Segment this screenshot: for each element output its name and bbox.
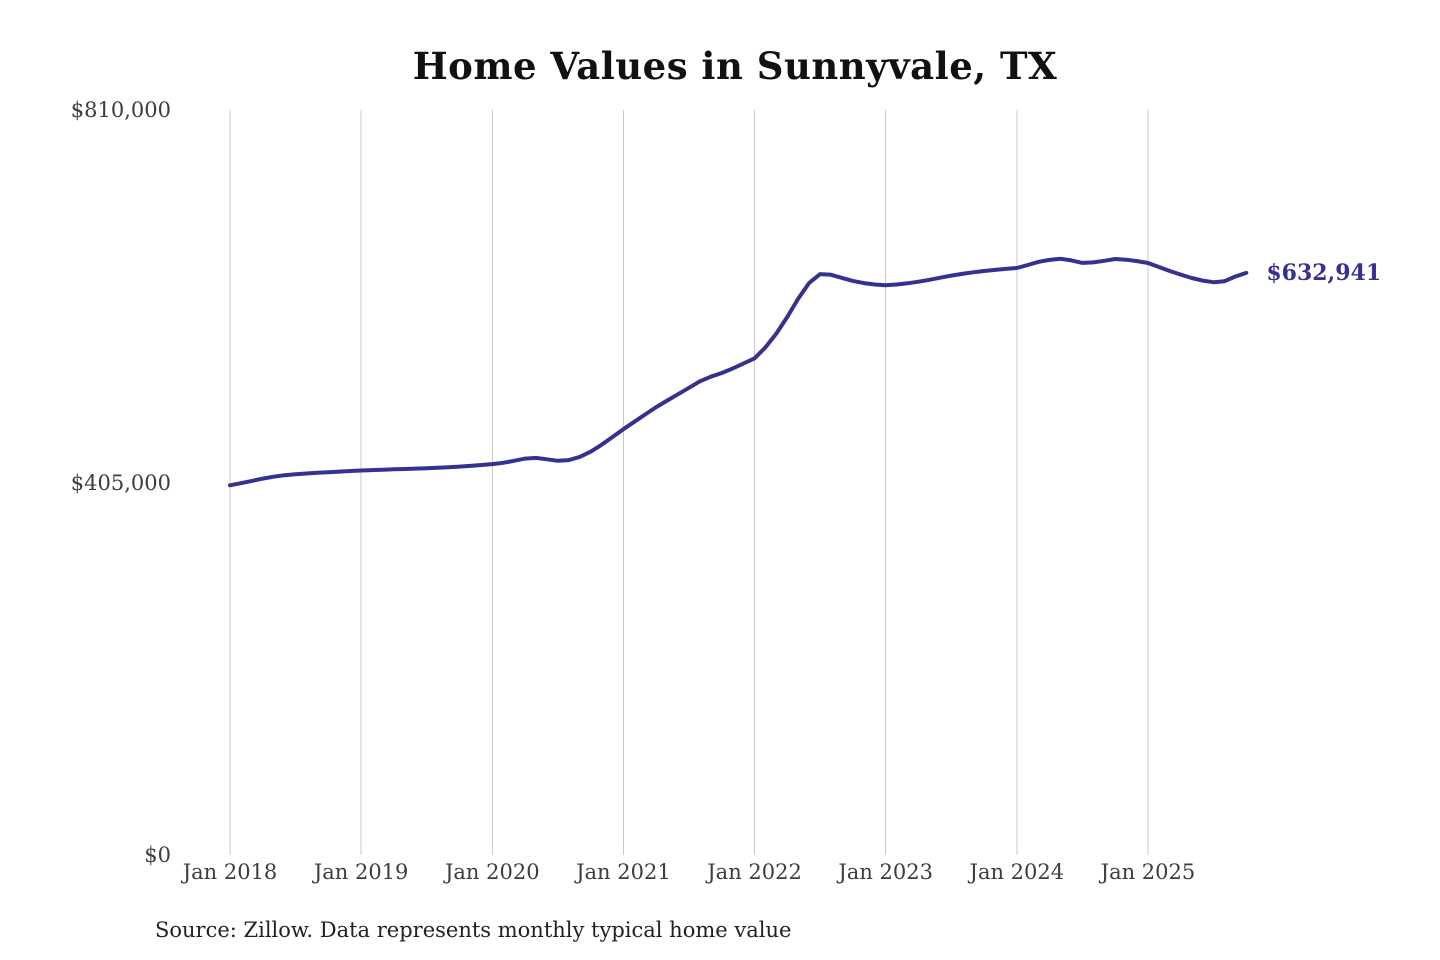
home-value-line: [228, 256, 1249, 488]
y-tick-810000: $810,000: [70, 98, 171, 122]
y-tick-405000: $405,000: [70, 470, 171, 495]
y-tick-0: $0: [144, 843, 171, 867]
x-tick-jan-2024: Jan 2024: [969, 860, 1065, 884]
year-gridlines: [229, 110, 1149, 855]
x-tick-jan-2020: Jan 2020: [444, 860, 540, 884]
x-tick-jan-2022: Jan 2022: [707, 860, 802, 884]
chart-title: Home Values in Sunnyvale, TX: [412, 44, 1058, 88]
x-tick-jan-2021: Jan 2021: [576, 860, 671, 884]
x-tick-jan-2023: Jan 2023: [838, 860, 933, 884]
x-tick-jan-2025: Jan 2025: [1100, 860, 1196, 884]
x-tick-jan-2019: Jan 2019: [313, 860, 409, 884]
x-tick-jan-2018: Jan 2018: [182, 860, 278, 884]
source-note: Source: Zillow. Data represents monthly …: [155, 918, 792, 942]
current-value-label: $632,941: [1266, 259, 1382, 286]
